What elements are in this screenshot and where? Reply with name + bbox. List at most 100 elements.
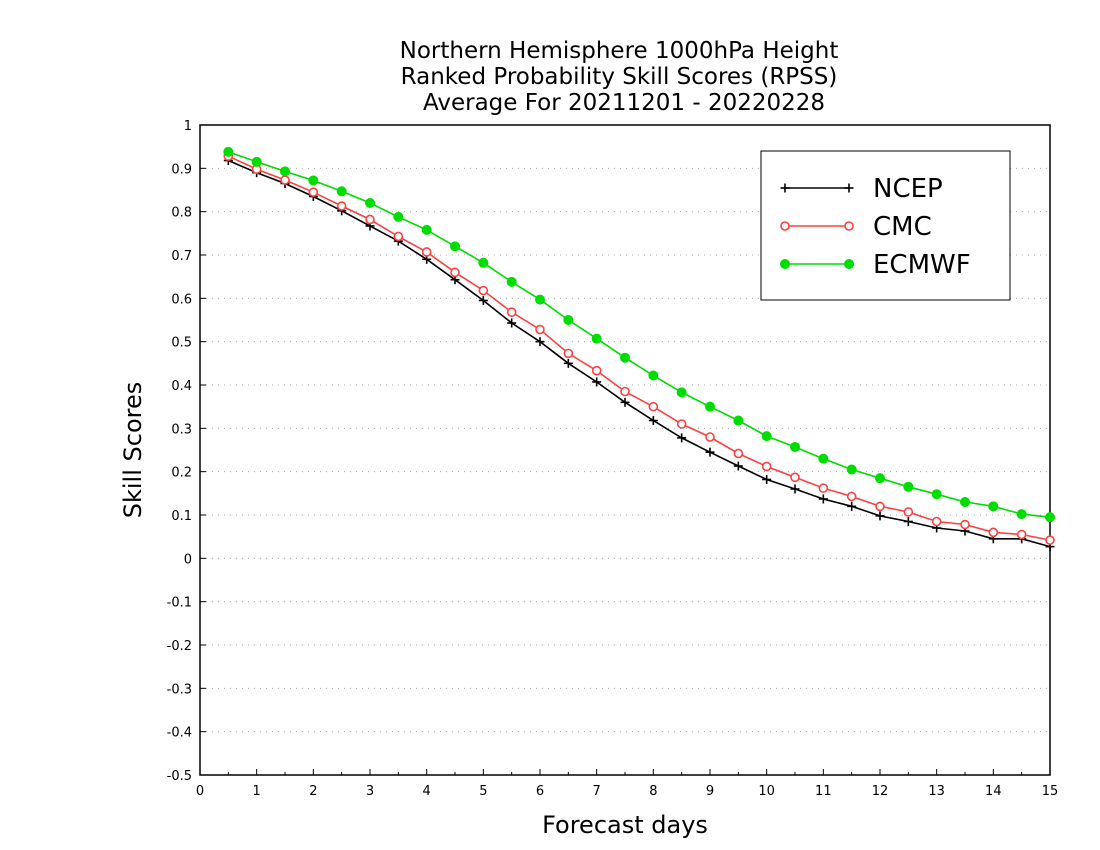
data-point-ncep <box>790 484 800 494</box>
chart-title-line-1: Northern Hemisphere 1000hPa Height <box>400 38 839 64</box>
data-point-cmc <box>988 527 999 538</box>
data-point-cmc <box>875 501 885 512</box>
data-point-ncep <box>818 494 828 504</box>
series-line-cmc <box>227 155 1051 541</box>
y-tick-label: -0.4 <box>167 726 192 741</box>
data-point-cmc <box>450 267 460 278</box>
y-tick-label: 0 <box>184 552 192 567</box>
data-point-ecmwf <box>875 473 885 484</box>
data-point-cmc <box>478 285 489 296</box>
data-point-cmc <box>591 365 602 376</box>
data-point-ecmwf <box>620 352 630 363</box>
data-point-cmc <box>1045 535 1055 545</box>
data-point-ncep <box>677 433 687 443</box>
data-point-cmc <box>535 324 545 335</box>
x-tick-label: 10 <box>758 784 775 799</box>
data-point-ecmwf <box>676 387 687 398</box>
data-point-cmc <box>506 307 517 318</box>
data-point-cmc <box>931 516 942 527</box>
legend-marker-ecmwf <box>780 259 790 269</box>
data-point-ncep <box>563 358 573 368</box>
data-point-ecmwf <box>478 257 489 268</box>
series-cmc <box>223 151 1055 545</box>
y-tick-label: 0.7 <box>171 249 192 264</box>
data-point-cmc <box>960 519 970 530</box>
data-point-cmc <box>280 175 290 185</box>
data-point-cmc <box>676 419 687 429</box>
data-point-cmc <box>620 386 630 397</box>
data-point-cmc <box>790 472 800 483</box>
legend-label-ecmwf: ECMWF <box>873 250 971 280</box>
data-point-cmc <box>733 448 744 459</box>
x-tick-label: 7 <box>593 784 601 799</box>
data-point-ecmwf <box>988 501 999 512</box>
data-point-cmc <box>563 348 574 359</box>
data-point-ecmwf <box>450 241 460 252</box>
y-tick-label: 0.8 <box>171 206 192 221</box>
legend-label-ncep: NCEP <box>873 174 943 204</box>
data-point-cmc <box>761 461 772 472</box>
data-point-ecmwf <box>365 198 375 208</box>
data-point-ncep <box>648 416 658 426</box>
data-point-ecmwf <box>1016 509 1027 520</box>
data-point-ecmwf <box>223 146 234 157</box>
legend-entry-ecmwf: ECMWF <box>780 250 971 280</box>
y-tick-label: 0.3 <box>171 422 192 437</box>
data-point-ecmwf <box>506 276 517 287</box>
legend: NCEP CMC ECMWF <box>760 150 1011 301</box>
y-axis-title: Skill Scores <box>119 382 147 519</box>
data-point-ncep <box>478 296 488 305</box>
x-tick-label: 14 <box>985 784 1002 799</box>
y-tick-label: 0.6 <box>171 292 192 307</box>
data-point-cmc <box>818 483 829 493</box>
data-point-ecmwf <box>790 441 800 452</box>
data-point-ncep <box>733 461 743 471</box>
legend-marker-ecmwf <box>844 259 854 269</box>
data-point-ncep <box>507 318 517 328</box>
y-tick-label: -0.2 <box>167 639 192 654</box>
legend-marker-cmc <box>780 221 790 231</box>
y-tick-label: 0.5 <box>171 336 192 351</box>
data-point-ncep <box>705 447 715 457</box>
data-point-ecmwf <box>251 156 262 167</box>
data-point-ncep <box>903 517 913 526</box>
x-tick-label: 1 <box>253 784 261 799</box>
x-tick-label: 11 <box>815 784 832 799</box>
y-axis: 1 0.9 0.8 0.7 0.6 0.5 0.4 0.3 0.2 0.1 0 -0.1 -0.2 -0.… <box>167 119 206 784</box>
data-point-ecmwf <box>421 224 432 235</box>
legend-entry-cmc: CMC <box>780 212 932 242</box>
x-tick-label: 12 <box>872 784 889 799</box>
data-point-ncep <box>620 397 630 407</box>
data-point-ncep <box>762 474 772 484</box>
data-point-ecmwf <box>591 333 602 344</box>
data-point-ecmwf <box>648 370 659 381</box>
legend-entry-ncep: NCEP <box>780 174 943 204</box>
data-point-ecmwf <box>393 211 404 222</box>
data-point-ecmwf <box>903 481 914 492</box>
data-point-cmc <box>308 187 319 197</box>
series-ecmwf <box>223 146 1055 523</box>
legend-marker-cmc <box>844 221 854 231</box>
x-tick-label: 13 <box>928 784 945 799</box>
data-point-ecmwf <box>535 294 545 305</box>
data-point-ecmwf <box>336 186 347 197</box>
y-tick-label: 0.2 <box>171 466 192 481</box>
y-tick-label: 0.4 <box>171 379 192 394</box>
data-point-ecmwf <box>733 415 744 426</box>
legend-label-cmc: CMC <box>873 212 932 242</box>
data-point-cmc <box>393 231 404 242</box>
legend-marker-ncep <box>844 183 854 193</box>
series-lines <box>223 146 1055 552</box>
chart-title-line-3: Average For 20211201 - 20220228 <box>423 90 825 116</box>
x-tick-label: 2 <box>309 784 317 799</box>
data-point-ecmwf <box>818 453 829 464</box>
x-tick-label: 9 <box>706 784 714 799</box>
data-point-ncep <box>592 377 602 387</box>
y-tick-label: 0.9 <box>171 162 192 177</box>
legend-marker-ncep <box>780 183 790 193</box>
data-point-cmc <box>336 201 347 211</box>
x-axis-title: Forecast days <box>542 811 708 839</box>
data-point-ncep <box>875 511 885 521</box>
data-point-ecmwf <box>960 497 970 507</box>
data-point-cmc <box>846 491 857 502</box>
